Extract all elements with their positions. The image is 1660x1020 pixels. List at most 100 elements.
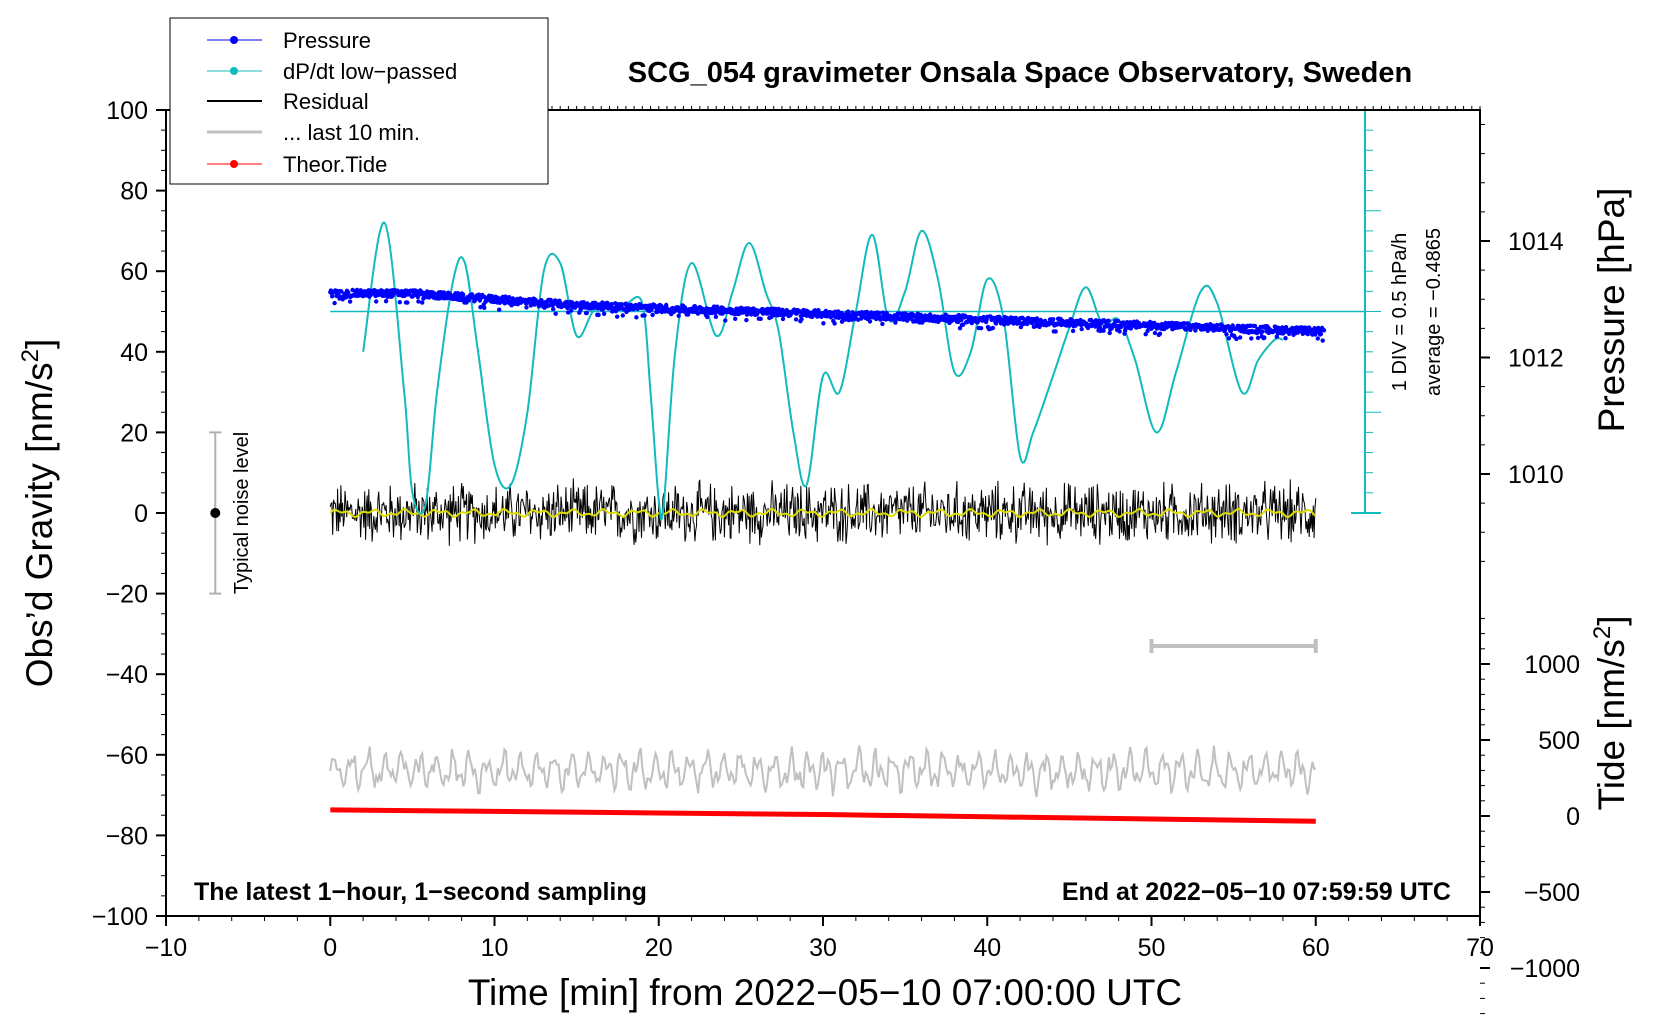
pressure-tick-label: 1014	[1508, 228, 1564, 256]
y-tick-label: 80	[120, 178, 148, 206]
y-tick-label: 0	[134, 500, 148, 528]
residual-line	[329, 478, 1317, 546]
pressure-point	[713, 314, 719, 319]
pressure-point	[733, 316, 738, 321]
x-tick-label: 20	[645, 934, 673, 962]
pressure-point	[383, 299, 389, 304]
tide-tick-label: 0	[1566, 803, 1580, 831]
pressure-point	[978, 326, 984, 331]
pressure-point	[397, 300, 402, 305]
pressure-point	[758, 316, 763, 321]
pressure-point	[990, 325, 996, 331]
pressure-point	[482, 305, 487, 310]
legend-marker-pressure	[230, 36, 238, 44]
chart-title: SCG_054 gravimeter Onsala Space Observat…	[628, 57, 1412, 89]
pressure-point	[1315, 336, 1321, 341]
pressure-point	[1101, 328, 1106, 333]
pressure-point	[615, 314, 620, 319]
pressure-point	[1079, 326, 1084, 332]
pressure-point	[1070, 328, 1076, 334]
x-tick-label: 30	[809, 934, 837, 962]
pressure-point	[959, 317, 964, 323]
y-axis-label-pressure: Pressure [hPa]	[1591, 188, 1632, 433]
pressure-point	[1018, 324, 1024, 330]
pressure-point	[584, 310, 589, 316]
x-axis-label: Time [min] from 2022−05−10 07:00:00 UTC	[468, 972, 1182, 1013]
pressure-point	[780, 316, 786, 322]
annotation-sampling: The latest 1−hour, 1−second sampling	[194, 878, 647, 906]
pressure-point	[1226, 336, 1232, 341]
pressure-point	[1262, 335, 1267, 340]
pressure-point	[1274, 334, 1280, 339]
pressure-point	[1143, 332, 1148, 337]
x-tick-label: 10	[481, 934, 509, 962]
pressure-point	[609, 302, 614, 307]
theoretical-tide-line	[330, 807, 1316, 824]
pressure-point	[1152, 330, 1158, 336]
pressure-point	[1318, 331, 1324, 337]
pressure-point	[416, 299, 421, 304]
pressure-point	[799, 316, 804, 322]
legend-label-dpdt: dP/dt low−passed	[283, 59, 457, 84]
pressure-point	[650, 312, 655, 318]
pressure-point	[1224, 332, 1229, 337]
axes-layer: −10 0 10 20 30 40 50 60 70−100−80−60−40−20020406…	[92, 97, 1580, 1015]
last-10-min-line	[329, 745, 1317, 798]
pressure-point	[676, 313, 681, 318]
y-axis-label-gravity: Obs’d Gravity [nm/s2]	[17, 339, 60, 688]
pressure-point	[347, 299, 353, 304]
pressure-point	[1106, 318, 1111, 323]
y-tick-label: 60	[120, 258, 148, 286]
pressure-point	[960, 322, 966, 327]
x-tick-label: 70	[1466, 934, 1494, 962]
pressure-point	[346, 290, 351, 295]
pressure-point	[506, 295, 512, 300]
pressure-point	[374, 299, 379, 304]
pressure-point	[329, 294, 335, 299]
series-layer	[209, 109, 1382, 824]
pressure-point	[1107, 330, 1112, 336]
y-tick-label: 20	[120, 419, 148, 447]
pressure-point	[1237, 335, 1243, 340]
pressure-tick-label: 1010	[1508, 461, 1564, 489]
pressure-point	[420, 300, 425, 305]
pressure-point	[744, 317, 749, 323]
dpdt-line	[362, 221, 1284, 521]
y-tick-label: 40	[120, 339, 148, 367]
legend-entry-residual: Residual	[207, 89, 369, 114]
pressure-point	[1260, 329, 1265, 334]
pressure-point	[613, 301, 618, 306]
pressure-point	[821, 321, 826, 326]
pressure-point	[732, 311, 737, 317]
pressure-point	[569, 308, 574, 313]
pressure-point	[723, 318, 728, 323]
pressure-point	[1252, 323, 1258, 329]
pressure-point	[705, 314, 710, 320]
pressure-point	[1214, 322, 1220, 328]
pressure-point	[339, 289, 344, 294]
pressure-point	[1188, 327, 1193, 333]
pressure-point	[793, 317, 799, 322]
legend-entry-dpdt: dP/dt low−passed	[207, 59, 457, 84]
y-tick-label: −20	[106, 581, 148, 609]
x-tick-label: 0	[323, 934, 337, 962]
pressure-point	[551, 306, 556, 312]
pressure-point	[880, 321, 885, 327]
dpdt-average-label: average = −0.4865	[1423, 228, 1445, 396]
pressure-point	[1321, 328, 1327, 333]
pressure-point	[642, 313, 647, 318]
x-tick-label: −10	[145, 934, 187, 962]
y-tick-label: −60	[106, 742, 148, 770]
pressure-point	[1255, 335, 1261, 341]
legend-label-last10: ... last 10 min.	[283, 120, 420, 145]
pressure-point	[1053, 329, 1058, 334]
legend-marker-tide	[230, 160, 238, 168]
residual-smoothed-line	[329, 507, 1317, 519]
y-tick-label: −100	[92, 903, 148, 931]
tide-tick-label: 500	[1538, 727, 1580, 755]
tide-tick-label: −500	[1524, 879, 1580, 907]
legend-label-residual: Residual	[283, 89, 369, 114]
pressure-point	[877, 310, 882, 316]
pressure-point	[1117, 329, 1122, 334]
pressure-points	[328, 287, 1327, 343]
